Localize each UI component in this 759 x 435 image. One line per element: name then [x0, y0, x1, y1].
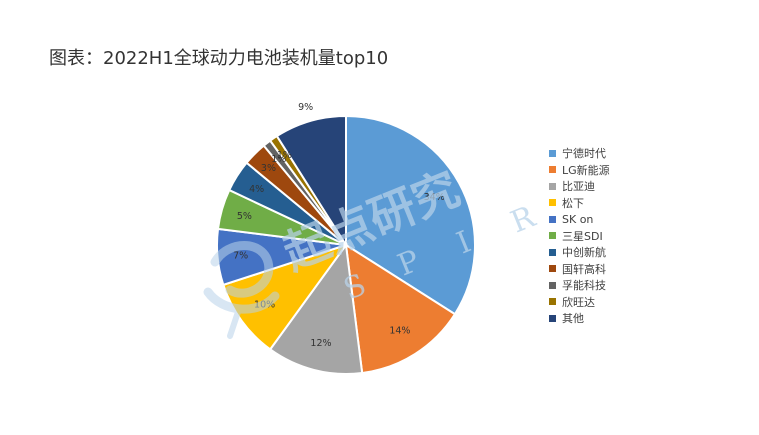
legend-item-6: 三星SDI: [549, 228, 610, 245]
pie-data-label-7: 4%: [249, 184, 264, 195]
legend-item-4: 松下: [549, 195, 610, 212]
pie-data-label-8: 3%: [261, 163, 276, 174]
legend-label: SK on: [562, 212, 594, 226]
pie-data-label-1: 34%: [424, 192, 445, 203]
legend-item-10: 欣旺达: [549, 294, 610, 311]
legend-label: 孚能科技: [562, 279, 606, 293]
legend-swatch: [549, 215, 556, 223]
legend-item-9: 孚能科技: [549, 277, 610, 294]
legend-swatch: [549, 281, 556, 289]
legend-swatch: [549, 314, 556, 322]
pie-slices: [216, 114, 476, 375]
pie-slice-2: [344, 243, 457, 375]
legend-label: 宁德时代: [562, 147, 606, 161]
pie-data-label-3: 12%: [310, 338, 331, 349]
pie-data-label-9: 1%: [271, 154, 286, 165]
pie-data-label-4: 10%: [254, 300, 275, 311]
legend-swatch: [549, 199, 556, 207]
legend-label: LG新能源: [562, 163, 610, 177]
pie-slice-11: [275, 114, 347, 249]
legend-swatch: [549, 248, 556, 256]
legend-swatch: [549, 232, 556, 240]
legend-item-7: 中创新航: [549, 244, 610, 261]
pie-data-label-6: 5%: [237, 211, 252, 222]
pie-data-label-5: 7%: [233, 250, 248, 261]
legend-item-1: 宁德时代: [549, 145, 610, 162]
legend-swatch: [549, 182, 556, 190]
legend-label: 欣旺达: [562, 295, 595, 309]
legend-item-5: SK on: [549, 211, 610, 228]
legend-swatch: [549, 298, 556, 306]
legend-label: 三星SDI: [562, 229, 603, 243]
legend-swatch: [549, 166, 556, 174]
pie-slice-3: [268, 242, 364, 375]
pie-data-label-2: 14%: [389, 325, 410, 336]
legend-label: 中创新航: [562, 246, 606, 260]
legend-label: 国轩高科: [562, 262, 606, 276]
legend-swatch: [549, 149, 556, 157]
legend-label: 比亚迪: [562, 180, 595, 194]
pie-data-label-10: 1%: [277, 150, 292, 161]
legend-label: 其他: [562, 312, 584, 326]
chart-title: 图表：2022H1全球动力电池装机量top10: [49, 48, 389, 69]
legend-item-11: 其他: [549, 310, 610, 327]
chart-legend: 宁德时代 LG新能源比亚迪松下 SK on 三星SDI 中创新航国轩高科孚能科技欣旺达其…: [549, 145, 610, 327]
legend-item-2: LG新能源: [549, 162, 610, 179]
legend-item-3: 比亚迪: [549, 178, 610, 195]
pie-data-label-11: 9%: [298, 102, 313, 113]
legend-swatch: [549, 265, 556, 273]
legend-label: 松下: [562, 196, 584, 210]
legend-item-8: 国轩高科: [549, 261, 610, 278]
